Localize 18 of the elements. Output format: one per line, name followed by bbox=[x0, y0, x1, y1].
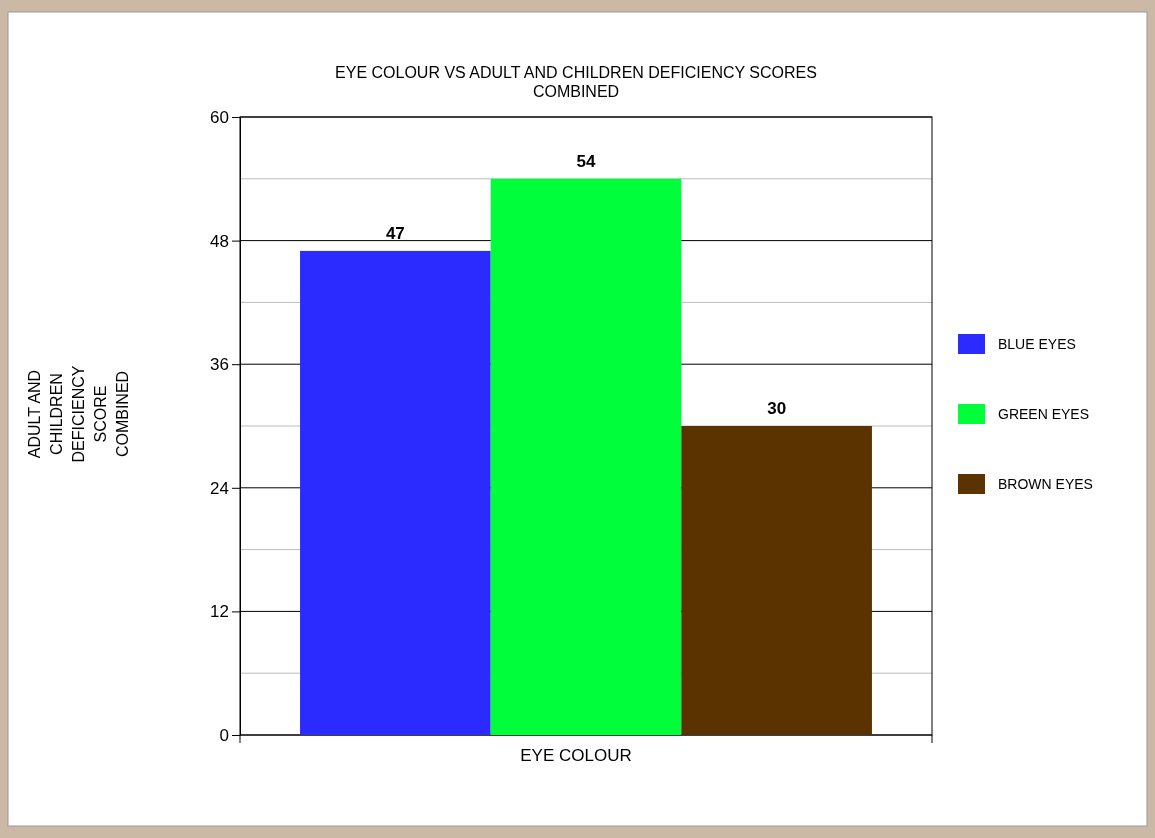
y-axis-title: ADULT AND CHILDREN DEFICIENCY SCORE COMBINED bbox=[26, 365, 131, 463]
data-label: 30 bbox=[767, 399, 787, 418]
y-tick-label: 36 bbox=[210, 355, 229, 375]
y-tick-label: 24 bbox=[210, 478, 229, 498]
y-tick-label: 12 bbox=[210, 602, 229, 622]
bar bbox=[681, 426, 872, 735]
bar bbox=[300, 250, 491, 735]
legend-label: GREEN EYES bbox=[998, 406, 1090, 422]
y-tick-label: 60 bbox=[210, 107, 229, 127]
y-tick-label: 0 bbox=[219, 725, 229, 745]
bar bbox=[490, 178, 682, 735]
legend-label: BLUE EYES bbox=[998, 336, 1076, 352]
legend-label: BROWN EYES bbox=[998, 476, 1093, 492]
data-label: 54 bbox=[576, 151, 596, 171]
data-label: 47 bbox=[385, 223, 405, 243]
y-tick-label: 48 bbox=[210, 231, 229, 251]
x-axis-title: EYE COLOUR bbox=[520, 746, 632, 765]
chart-title: EYE COLOUR VS ADULT AND CHILDREN DEFICIENCY SCORES COMBINED bbox=[335, 64, 817, 100]
